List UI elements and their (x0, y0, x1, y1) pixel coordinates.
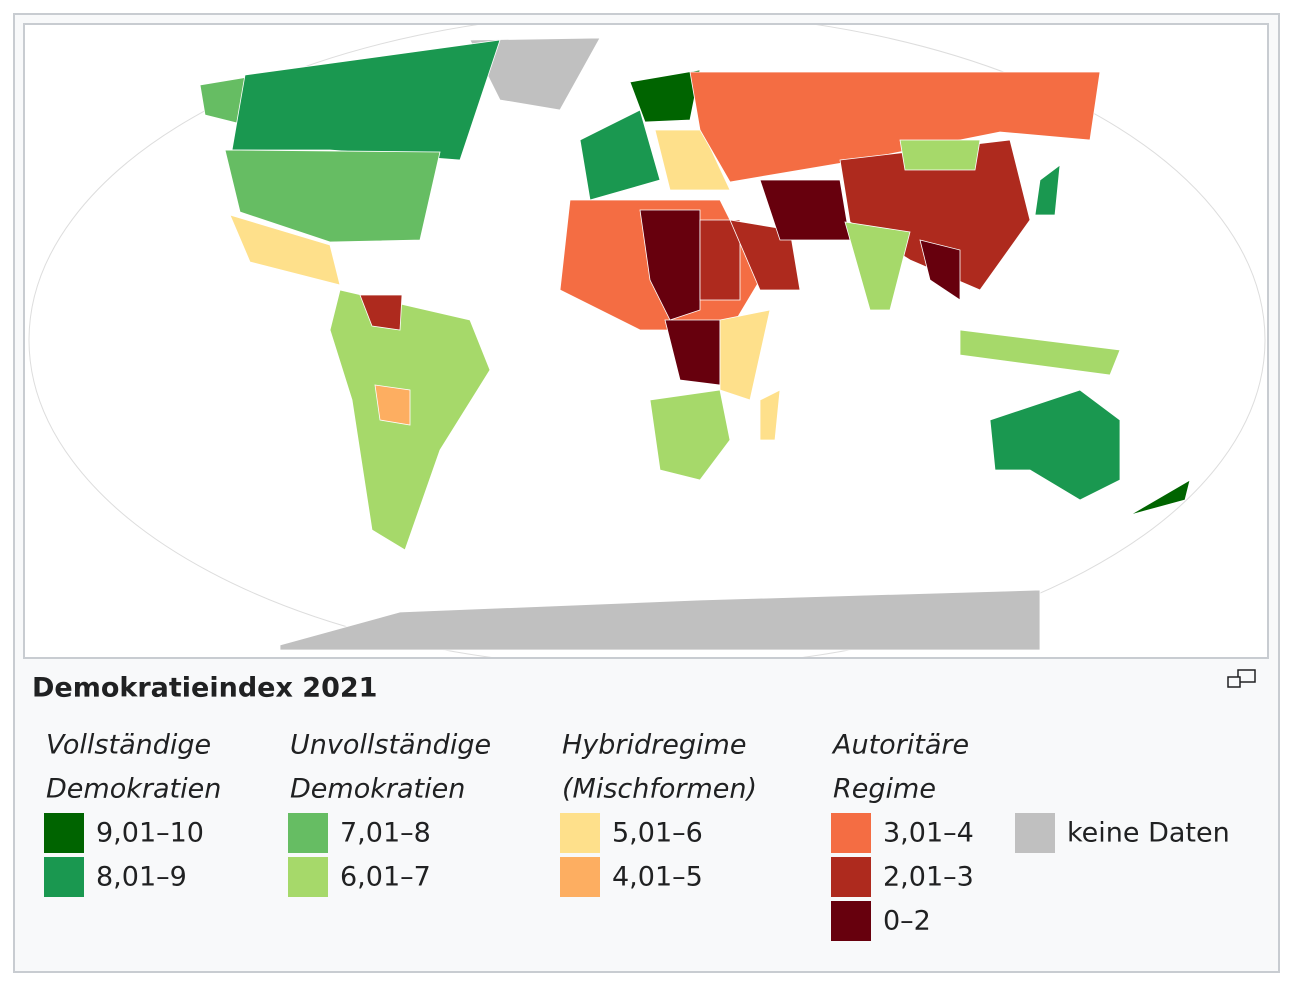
venezuela (359, 294, 403, 331)
antarctica (279, 589, 1041, 651)
legend-label: 9,01–10 (96, 818, 204, 849)
scandinavia (629, 69, 701, 123)
legend-heading: (Mischformen) (562, 774, 757, 805)
legend-swatch (831, 813, 871, 853)
legend-swatch (560, 813, 600, 853)
indonesia (959, 329, 1121, 376)
libya-chad (639, 209, 701, 321)
legend-heading: Autoritäre (831, 730, 969, 761)
australia (989, 389, 1121, 501)
legend-label: 2,01–3 (883, 862, 974, 893)
southern-africa (649, 389, 731, 481)
legend-swatch (831, 901, 871, 941)
bolivia (374, 384, 411, 426)
legend-swatch (831, 857, 871, 897)
legend-label: keine Daten (1067, 818, 1230, 849)
new-zealand (1129, 479, 1191, 516)
japan (1034, 164, 1061, 216)
western-europe (579, 109, 661, 201)
legend-swatch (560, 857, 600, 897)
legend-heading: Hybridregime (562, 730, 746, 761)
mongolia (899, 139, 981, 171)
usa (224, 149, 441, 243)
egypt-sudan (699, 219, 741, 301)
legend-swatch (1015, 813, 1055, 853)
icon-part (1237, 669, 1256, 683)
mexico (229, 214, 341, 286)
legend-heading: Regime (833, 774, 936, 805)
legend-label: 4,01–5 (612, 862, 703, 893)
legend-swatch (44, 857, 84, 897)
east-africa (719, 309, 771, 401)
legend-title: Demokratieindex 2021 (32, 673, 377, 704)
legend-swatch (44, 813, 84, 853)
legend-label: 5,01–6 (612, 818, 703, 849)
legend-label: 0–2 (883, 906, 931, 937)
eastern-europe (654, 129, 731, 191)
icon-part (1227, 676, 1241, 688)
greenland (469, 37, 601, 111)
enlarge-icon[interactable] (1227, 669, 1256, 688)
legend-label: 6,01–7 (340, 862, 431, 893)
legend-heading: Vollständige (46, 730, 211, 761)
legend-label: 7,01–8 (340, 818, 431, 849)
legend-label: 8,01–9 (96, 862, 187, 893)
legend-swatch (288, 813, 328, 853)
india (844, 221, 911, 311)
legend-label: 3,01–4 (883, 818, 974, 849)
legend-heading: Demokratien (290, 774, 465, 805)
legend-swatch (288, 857, 328, 897)
legend-heading: Demokratien (46, 774, 221, 805)
world-map (28, 25, 1266, 657)
china (839, 139, 1031, 291)
madagascar (759, 389, 781, 441)
legend: Vollständige Demokratien 9,01–10 8,01–9 Unvo… (44, 730, 1230, 941)
legend-heading: Unvollständige (290, 730, 491, 761)
southeast-asia (919, 239, 961, 301)
